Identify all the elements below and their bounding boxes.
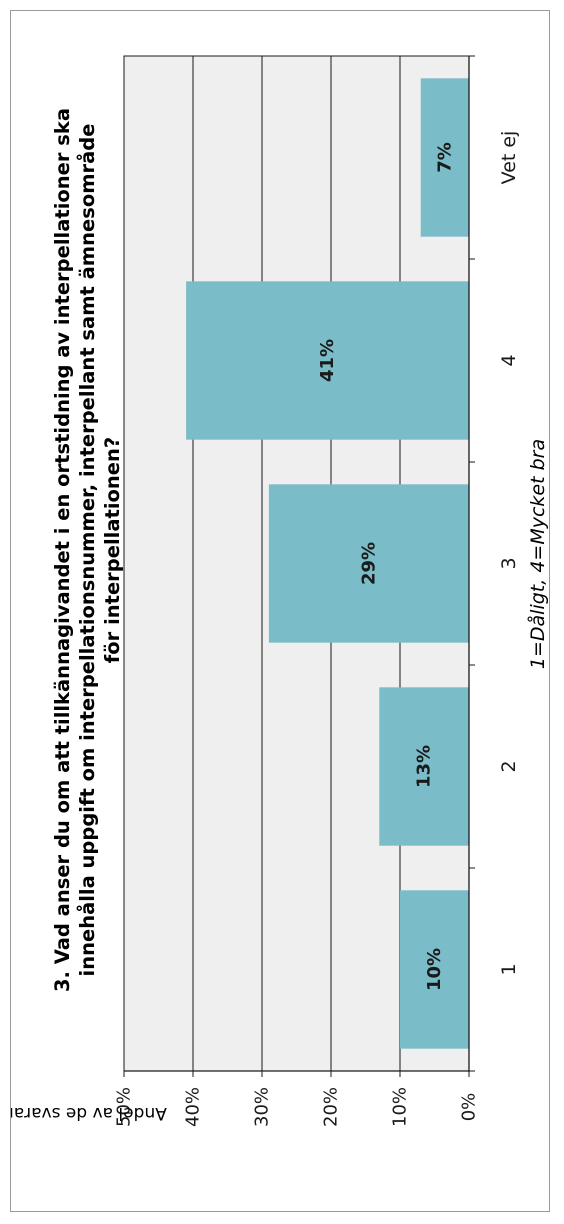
data-label: 10% [424, 948, 445, 991]
chart-title-line: för interpellationen? [101, 437, 124, 663]
bar [186, 281, 469, 440]
y-axis-title: Andel av de svarande i procent [11, 1103, 167, 1123]
value-tick-label: 20% [321, 1087, 342, 1127]
y-tick-labels: 0% 10% 20% 30% 40% 50% [114, 1087, 480, 1127]
data-label: 13% [414, 745, 435, 788]
chart-title: 3. Vad anser du om att tillkännagivandet… [51, 108, 124, 992]
bar [420, 78, 469, 237]
category-label: 2 [498, 760, 520, 772]
value-tick-label: 30% [252, 1087, 273, 1127]
value-tick-label: 10% [390, 1087, 411, 1127]
category-label: Vet ej [498, 131, 520, 185]
data-label: 29% [358, 542, 379, 585]
axes [123, 55, 475, 1077]
data-labels: 10% 13% 29% 41% 7% [317, 142, 455, 991]
bar [379, 687, 469, 846]
data-label: 7% [434, 142, 455, 173]
bar-chart: 10% 13% 29% 41% 7% 0% 10% 20% 30% 40% 50% 1 2 3 4 Vet… [11, 55, 549, 1127]
category-label: 1 [498, 963, 520, 975]
category-labels: 1 2 3 4 Vet ej [498, 131, 520, 976]
chart-frame: 10% 13% 29% 41% 7% 0% 10% 20% 30% 40% 50% 1 2 3 4 Vet… [10, 10, 550, 1212]
category-label: 4 [498, 354, 520, 366]
value-tick-label: 40% [183, 1087, 204, 1127]
chart-title-line: 3. Vad anser du om att tillkännagivandet… [51, 108, 74, 992]
value-tick-label: 0% [459, 1093, 480, 1122]
value-tick-label: 50% [114, 1087, 135, 1127]
bars [186, 78, 469, 1049]
bar [268, 484, 469, 643]
chart-title-line: innehålla uppgift om interpellationsnumm… [75, 124, 99, 977]
data-label: 41% [317, 339, 338, 382]
x-axis-title: 1=Dåligt, 4=Mycket bra [526, 439, 549, 669]
category-label: 3 [498, 557, 520, 569]
bar [400, 890, 469, 1049]
